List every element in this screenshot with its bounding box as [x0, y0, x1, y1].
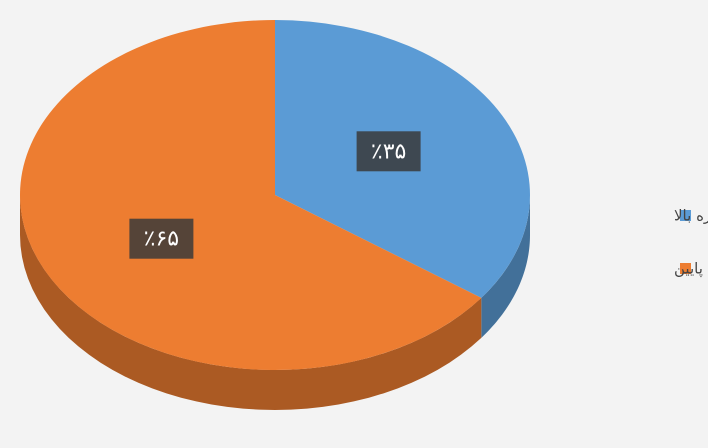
legend-label: استعاره بالا: [674, 207, 708, 225]
legend-item: استعاره پایین: [674, 260, 708, 279]
legend-label: استعاره پایین: [674, 260, 708, 279]
slice-side: [20, 195, 482, 410]
data-label-text: ٪۶۵: [144, 227, 179, 252]
data-label: ٪۶۵: [129, 218, 194, 259]
slice-side: [481, 195, 530, 338]
legend-swatch: [680, 263, 691, 274]
legend-swatch: [680, 210, 691, 221]
data-label: ٪۳۵: [356, 131, 421, 172]
data-label-box: [129, 218, 194, 259]
legend-item: استعاره بالا: [674, 207, 708, 225]
slice: [20, 20, 482, 370]
data-label-box: [356, 131, 421, 172]
data-label-text: ٪۳۵: [371, 139, 406, 164]
